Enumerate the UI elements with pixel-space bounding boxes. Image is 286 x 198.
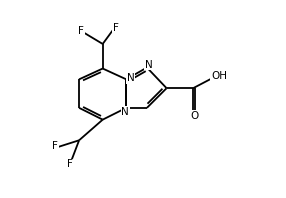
Text: F: F	[52, 141, 58, 151]
Text: F: F	[78, 26, 84, 36]
Text: F: F	[113, 23, 119, 33]
Text: N: N	[145, 60, 152, 69]
Text: F: F	[67, 159, 73, 169]
Text: N: N	[127, 73, 134, 83]
Text: N: N	[122, 107, 129, 117]
Text: OH: OH	[211, 71, 227, 81]
Text: O: O	[190, 111, 198, 121]
